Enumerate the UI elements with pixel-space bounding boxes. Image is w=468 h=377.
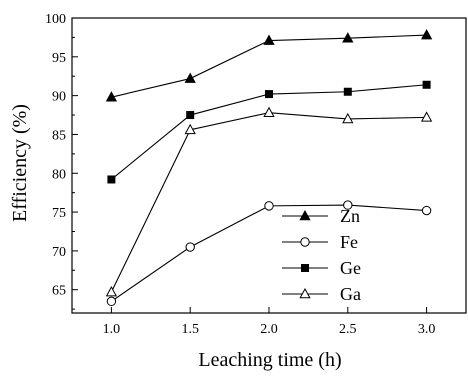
series-ge (107, 80, 431, 184)
data-point-ge (422, 80, 431, 89)
plot-frame (71, 17, 467, 314)
data-point-fe (185, 242, 195, 252)
y-tick-label: 85 (52, 128, 66, 143)
x-tick-label: 2.0 (260, 322, 278, 337)
data-point-ge (107, 175, 116, 184)
axes-layer: 1.0 1.5 2.0 2.5 3.0 65 70 75 80 85 90 95 100 (45, 12, 467, 337)
data-point-ge (186, 111, 195, 120)
x-tick-label: 3.0 (418, 322, 436, 337)
legend-label: Ga (340, 284, 361, 304)
series-layer (105, 29, 433, 307)
legend-entry-fe: Fe (282, 232, 358, 252)
series-ga (105, 106, 433, 297)
y-tick-label: 95 (52, 51, 66, 66)
legend-entry-ge: Ge (282, 258, 361, 278)
data-point-zn (184, 72, 196, 83)
y-axis-label: Efficiency (%) (9, 104, 31, 222)
legend-marker (300, 237, 310, 247)
y-tick-label: 65 (52, 284, 66, 299)
data-point-ge (343, 87, 352, 96)
legend: Zn Fe Ge Ga (282, 206, 361, 304)
x-axis-label: Leaching time (h) (198, 349, 341, 371)
data-point-fe (343, 200, 353, 210)
data-point-zn (342, 32, 354, 43)
y-tick-label: 100 (45, 12, 66, 27)
legend-marker (299, 209, 311, 221)
data-point-fe (264, 201, 274, 211)
legend-marker (301, 264, 309, 272)
data-point-zn (105, 91, 118, 102)
data-point-fe (106, 296, 117, 307)
x-tick-label: 1.0 (103, 322, 121, 337)
legend-label: Fe (340, 232, 358, 252)
data-point-ga (420, 111, 433, 122)
legend-entry-zn: Zn (282, 206, 360, 226)
data-point-ge (265, 90, 273, 99)
legend-entry-ga: Ga (282, 284, 361, 304)
y-tick-label: 80 (52, 167, 66, 182)
x-tick-label: 1.5 (181, 322, 199, 337)
data-point-zn (263, 34, 275, 45)
series-line-ge (111, 84, 427, 180)
x-tick-label: 2.5 (339, 322, 357, 337)
data-point-zn (420, 29, 433, 40)
legend-label: Ge (340, 258, 361, 278)
data-point-ga (184, 123, 196, 135)
y-tick-label: 90 (52, 90, 66, 105)
series-fe (106, 200, 432, 307)
y-tick-label: 75 (52, 206, 66, 221)
series-zn (105, 29, 433, 102)
data-point-ga (263, 106, 275, 118)
data-point-fe (421, 205, 432, 216)
series-line-fe (111, 204, 427, 302)
data-point-ga (342, 112, 354, 124)
data-point-ga (105, 285, 118, 297)
legend-label: Zn (340, 206, 360, 226)
legend-marker (299, 287, 311, 299)
y-tick-label: 70 (52, 245, 66, 260)
